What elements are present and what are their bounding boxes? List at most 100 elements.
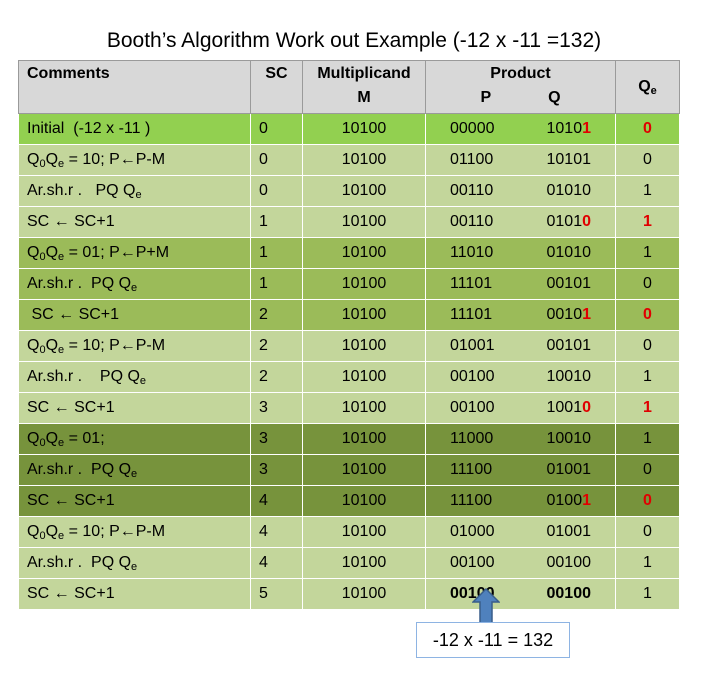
table-row: Q0Qe = 10; P←P-M 4 10100 01000 01001 0 [18,516,680,548]
product-p: 11000 [450,430,494,447]
product-cell: 11100 01001 [425,485,616,517]
product-q: 00100 [546,554,592,571]
header-product: Product P Q [425,60,616,114]
multiplicand-cell: 10100 [302,299,426,331]
product-p: 11101 [450,275,493,292]
qe-cell: 0 [615,330,680,362]
qe-cell: 1 [615,361,680,393]
product-cell: 01000 01001 [425,516,616,548]
table-row: SC ← SC+1 5 10100 00100 00100 1 [18,578,680,610]
product-cell: 11100 01001 [425,454,616,486]
table-row: Q0Qe = 10; P←P-M 2 10100 01001 00101 0 [18,330,680,362]
multiplicand-cell: 10100 [302,206,426,238]
product-p: 11010 [450,244,494,261]
qe-cell: 1 [615,392,680,424]
product-p: 00110 [450,213,494,230]
comment-cell: Q0Qe = 01; [18,423,251,455]
qe-cell: 1 [615,547,680,579]
qe-cell: 0 [615,485,680,517]
product-q: 00101 [546,306,592,323]
multiplicand-cell: 10100 [302,237,426,269]
multiplicand-cell: 10100 [302,330,426,362]
comment-cell: Q0Qe = 10; P←P-M [18,330,251,362]
comment-cell: Ar.sh.r . PQ Qe [18,268,251,300]
qe-cell: 1 [615,578,680,610]
product-cell: 01100 10101 [425,144,616,176]
header-sc: SC [250,60,303,114]
result-box: -12 x -11 = 132 [416,622,570,658]
comment-cell: Ar.sh.r . PQ Qe [18,175,251,207]
product-q: 10010 [546,399,592,416]
comment-cell: Q0Qe = 10; P←P-M [18,516,251,548]
table-row: Q0Qe = 10; P←P-M 0 10100 01100 10101 0 [18,144,680,176]
sc-cell: 0 [250,175,303,207]
comment-cell: Q0Qe = 01; P←P+M [18,237,251,269]
product-cell: 00110 01010 [425,175,616,207]
comment-text: Initial (-12 x -11 ) [27,120,151,137]
product-cell: 00100 00100 [425,547,616,579]
qe-cell: 0 [615,454,680,486]
product-q: 01001 [546,492,592,509]
sc-cell: 2 [250,361,303,393]
multiplicand-cell: 10100 [302,144,426,176]
sc-cell: 3 [250,392,303,424]
sc-cell: 5 [250,578,303,610]
sc-cell: 4 [250,516,303,548]
qe-cell: 0 [615,144,680,176]
product-cell: 11010 01010 [425,237,616,269]
table-row: Q0Qe = 01; P←P+M 1 10100 11010 01010 1 [18,237,680,269]
comment-text: SC ← SC+1 [27,492,115,509]
sc-cell: 0 [250,113,303,145]
comment-cell: SC ← SC+1 [18,206,251,238]
comment-text: Q0Qe = 01; P←P+M [27,243,170,263]
header-qe: Qe [615,60,680,114]
sc-cell: 3 [250,454,303,486]
product-cell: 11101 00101 [425,268,616,300]
qe-cell: 1 [615,175,680,207]
comment-text: SC ← SC+1 [27,399,115,416]
comment-cell: SC ← SC+1 [18,392,251,424]
product-q: 10010 [546,368,592,385]
product-cell: 11000 10010 [425,423,616,455]
product-p: 01000 [450,523,495,540]
comment-text: Ar.sh.r . PQ Qe [27,553,138,573]
multiplicand-cell: 10100 [302,454,426,486]
product-cell: 00110 01010 [425,206,616,238]
product-p: 00100 [450,368,495,385]
sc-cell: 1 [250,268,303,300]
product-p: 01001 [450,337,495,354]
comment-text: SC ← SC+1 [27,306,120,323]
sc-cell: 3 [250,423,303,455]
table-row: Q0Qe = 01; 3 10100 11000 10010 1 [18,423,680,455]
header-multiplicand-m: M [357,89,371,106]
sc-cell: 1 [250,206,303,238]
comment-text: Ar.sh.r . PQ Qe [27,460,138,480]
product-cell: 00100 00100 [425,578,616,610]
product-p: 11100 [450,461,493,478]
comment-cell: Ar.sh.r . PQ Qe [18,454,251,486]
qe-cell: 0 [615,113,680,145]
comment-text: Ar.sh.r . PQ Qe [27,181,142,201]
product-q: 10101 [546,120,592,137]
comment-cell: Initial (-12 x -11 ) [18,113,251,145]
product-q: 00100 [546,585,592,602]
table-row: Ar.sh.r . PQ Qe 4 10100 00100 00100 1 [18,547,680,579]
comment-cell: SC ← SC+1 [18,578,251,610]
sc-cell: 4 [250,547,303,579]
product-p: 11101 [450,306,493,323]
multiplicand-cell: 10100 [302,268,426,300]
product-cell: 01001 00101 [425,330,616,362]
sc-cell: 4 [250,485,303,517]
product-p: 00000 [450,120,495,137]
multiplicand-cell: 10100 [302,175,426,207]
qe-cell: 1 [615,423,680,455]
header-comments: Comments [18,60,251,114]
multiplicand-cell: 10100 [302,578,426,610]
table-row: Ar.sh.r . PQ Qe 2 10100 00100 10010 1 [18,361,680,393]
header-qe-label: Qe [638,77,657,97]
product-p: 11100 [450,492,493,509]
comment-text: Ar.sh.r . PQ Qe [27,367,147,387]
table-row: SC ← SC+1 2 10100 11101 00101 0 [18,299,680,331]
product-q: 01001 [546,461,592,478]
header-product-p: P [480,89,492,106]
